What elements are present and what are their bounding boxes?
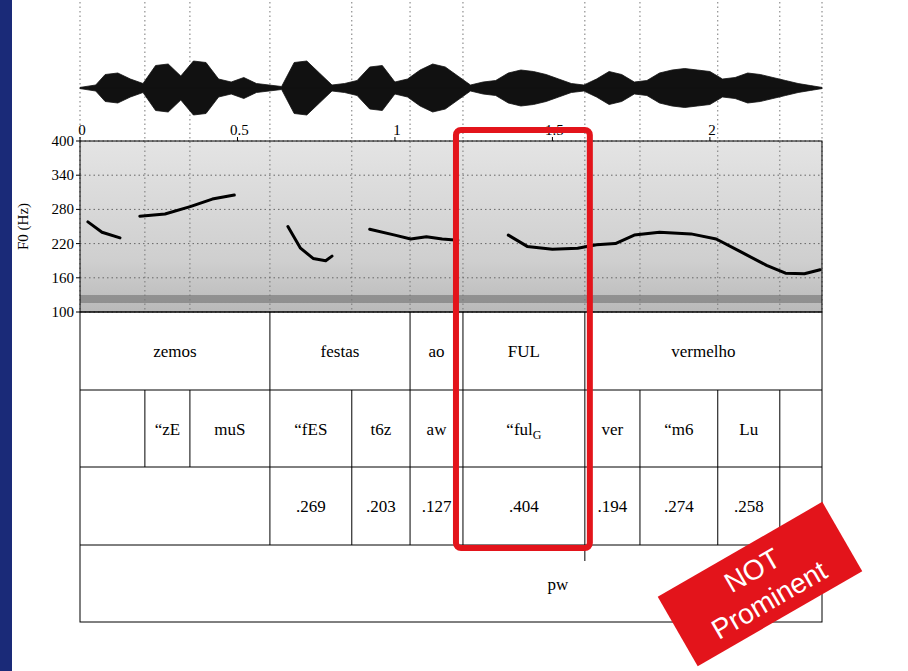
tier-boundary <box>462 312 463 390</box>
y-axis-title: F0 (Hz) <box>15 203 32 250</box>
boundary-line <box>717 2 718 312</box>
y-tick-label: 100 <box>52 304 75 320</box>
tier-separator <box>80 390 822 391</box>
tier-boundary <box>639 390 640 467</box>
tier-label: .127 <box>422 497 452 516</box>
slide-strip <box>0 0 12 671</box>
boundary-line <box>189 2 190 312</box>
grid-line <box>80 243 822 244</box>
grid-line <box>80 277 822 278</box>
tier-boundary <box>639 467 640 545</box>
tier-label: zemos <box>153 342 196 361</box>
tier-boundary <box>410 312 411 390</box>
waveform <box>80 61 822 115</box>
tier-label: .203 <box>366 497 396 516</box>
tier-boundary <box>584 390 585 467</box>
tier-boundary <box>351 390 352 467</box>
y-tick <box>76 312 80 313</box>
tier-boundary <box>462 467 463 545</box>
tier-boundary <box>462 390 463 467</box>
tier-label: aw <box>427 420 448 439</box>
grid-line <box>80 209 822 210</box>
y-tick-label: 160 <box>52 270 75 286</box>
tier-label: Lu <box>739 420 758 439</box>
tier-label: muS <box>214 420 245 439</box>
tier-boundary <box>351 467 352 545</box>
tier-label: vermelho <box>671 342 735 361</box>
tier-label: FUL <box>508 342 540 361</box>
tier-label: .274 <box>664 497 694 516</box>
x-tick-label: 0.5 <box>230 122 249 138</box>
y-tick <box>76 175 80 176</box>
tier-boundary <box>189 390 190 467</box>
tier-boundary <box>717 390 718 467</box>
tier-boundary <box>410 390 411 467</box>
tier-boundary <box>584 312 585 390</box>
boundary-line <box>639 2 640 312</box>
boundary-line <box>779 2 780 312</box>
tier-label: ao <box>428 342 444 361</box>
plot-frame <box>80 141 822 312</box>
tier-boundary <box>717 467 718 545</box>
tier-separator <box>80 467 822 468</box>
spectrogram <box>80 141 822 312</box>
tier-label: “fES <box>294 420 327 439</box>
y-tick <box>76 243 80 244</box>
boundary-line <box>269 2 270 312</box>
tier-label: .269 <box>296 497 326 516</box>
tier-boundary <box>584 467 585 545</box>
tier-label: t6z <box>371 420 392 439</box>
tier-separator <box>80 545 822 546</box>
stamp-box <box>658 502 863 666</box>
y-tick-label: 340 <box>52 167 75 183</box>
stamp: NOTProminent <box>658 502 863 666</box>
tier-boundary <box>269 312 270 390</box>
tier-boundary <box>779 390 780 467</box>
tier-boundary <box>410 467 411 545</box>
stamp-text: Prominent <box>706 555 832 646</box>
boundary-line <box>462 2 463 312</box>
x-tick-label: 0 <box>78 122 86 138</box>
grid-line <box>80 175 822 176</box>
y-tick <box>76 277 80 278</box>
y-tick <box>76 141 80 142</box>
tier-point-label: pw <box>547 575 569 594</box>
tier-label: ver <box>602 420 624 439</box>
tier-boundary <box>144 390 145 467</box>
tier-boundary <box>269 467 270 545</box>
tier-label-sub: G <box>533 428 542 442</box>
tier-label: “m6 <box>664 420 693 439</box>
tier-label: .404 <box>509 497 539 516</box>
tier-label: .194 <box>598 497 628 516</box>
tier-label: .258 <box>734 497 764 516</box>
y-tick-label: 280 <box>52 201 75 217</box>
waveform-axis <box>80 88 822 89</box>
spectrogram-band <box>80 295 822 303</box>
boundary-line <box>584 2 585 312</box>
tier-label: “fulG <box>506 420 541 442</box>
highlight-box <box>456 130 590 548</box>
figure: 00.511.52100160220280340400F0 (Hz)zemosf… <box>0 0 908 671</box>
x-tick-label: 2 <box>708 122 716 138</box>
tier-label: “zE <box>155 420 180 439</box>
x-tick-label: 1 <box>393 122 401 138</box>
y-tick-label: 220 <box>52 236 75 252</box>
y-tick <box>76 209 80 210</box>
boundary-line <box>144 2 145 312</box>
tier-boundary <box>269 390 270 467</box>
tier-label: festas <box>321 342 360 361</box>
boundary-line <box>351 2 352 312</box>
boundary-line <box>410 2 411 312</box>
y-tick-label: 400 <box>52 133 75 149</box>
